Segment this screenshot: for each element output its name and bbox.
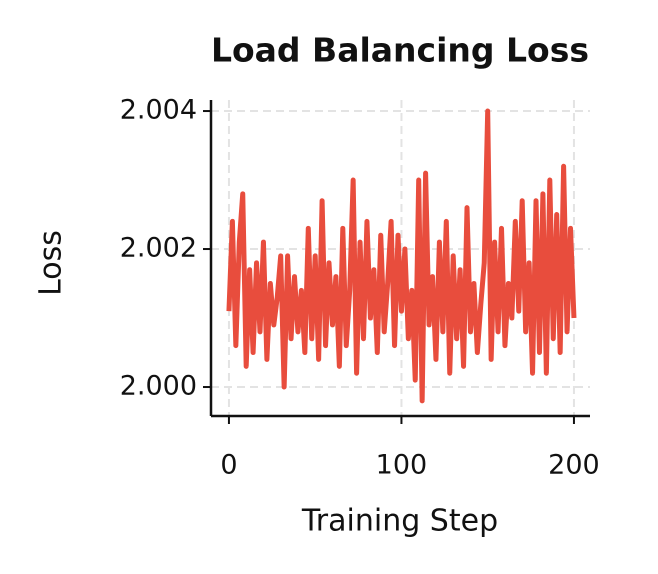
y-axis-label: Loss bbox=[34, 230, 69, 296]
y-tick-label: 2.002 bbox=[120, 233, 197, 264]
x-axis-label: Training Step bbox=[301, 504, 498, 539]
x-tick-label: 200 bbox=[548, 450, 600, 481]
chart-title: Load Balancing Loss bbox=[211, 31, 589, 70]
x-tick-label: 100 bbox=[376, 450, 428, 481]
x-tick-label: 0 bbox=[220, 450, 237, 481]
y-tick-label: 2.004 bbox=[120, 95, 197, 126]
y-tick-label: 2.000 bbox=[120, 371, 197, 402]
line-series bbox=[226, 108, 577, 404]
